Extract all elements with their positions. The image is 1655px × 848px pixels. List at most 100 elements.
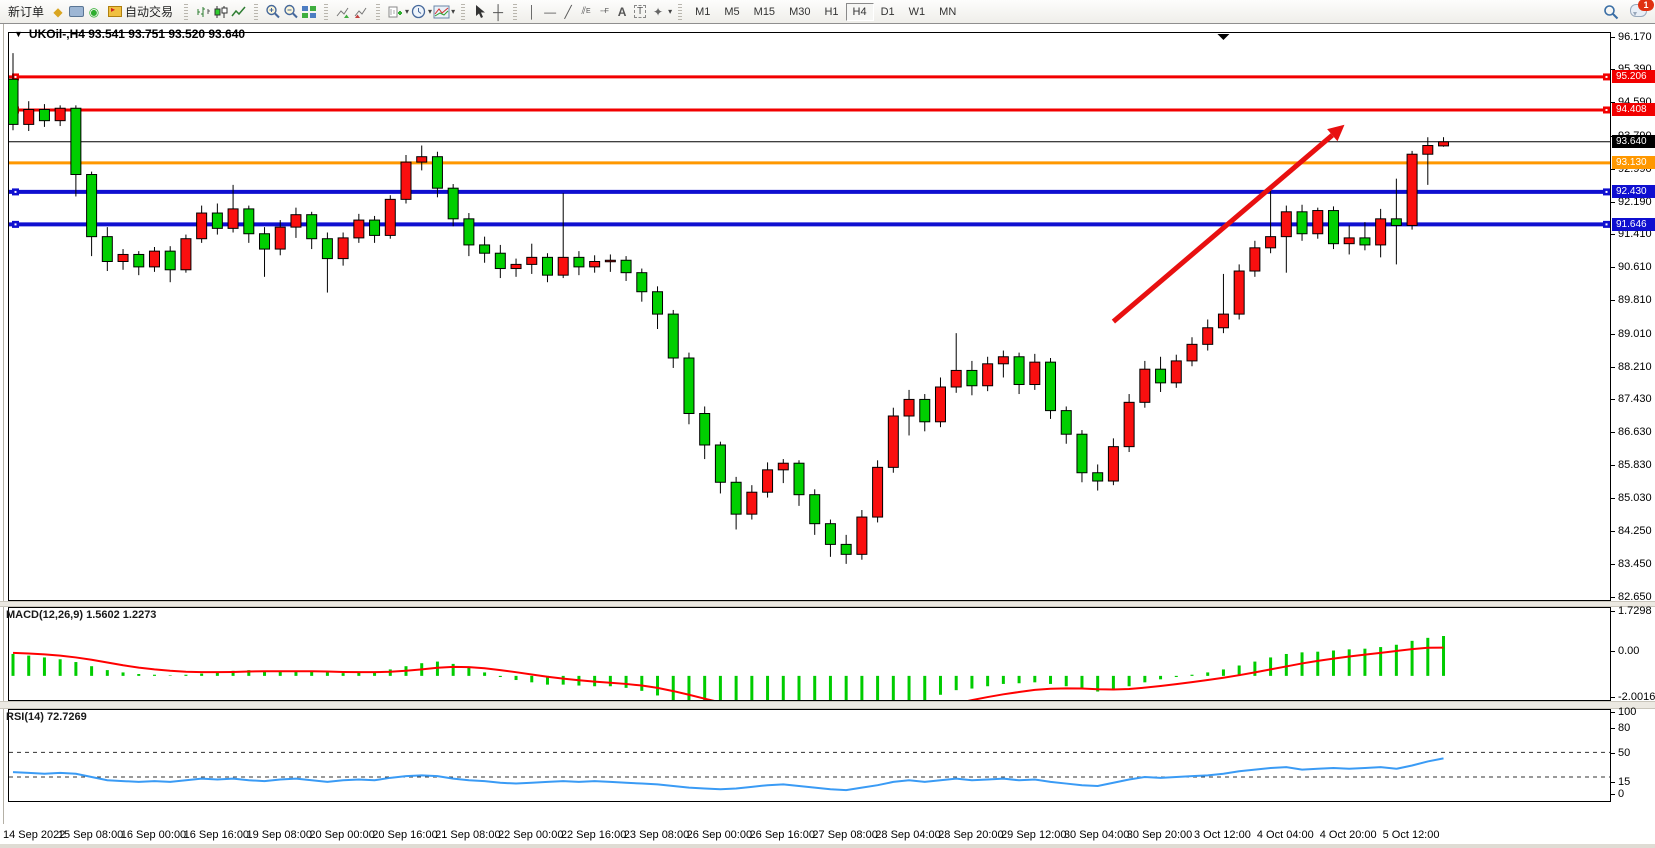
autotrade-button[interactable]: ▸ 自动交易 xyxy=(103,1,178,22)
rsi-tick xyxy=(1611,712,1615,713)
price-tick xyxy=(1611,267,1615,269)
toolbar-grip xyxy=(376,3,381,20)
period-clock-icon[interactable] xyxy=(409,3,427,20)
date-tick-label: 21 Sep 08:00 xyxy=(435,829,501,841)
date-tick-label: 30 Sep 20:00 xyxy=(1126,829,1193,841)
price-tick-label: 83.450 xyxy=(1618,557,1652,570)
price-tick xyxy=(1611,366,1615,368)
panel-separator[interactable] xyxy=(0,601,1655,607)
bull-candle xyxy=(1375,218,1387,246)
price-tick-label: 84.250 xyxy=(1618,524,1652,537)
text-icon[interactable]: A xyxy=(617,4,627,19)
tab-timeframe-mn[interactable]: MN xyxy=(932,3,963,21)
tab-timeframe-m5[interactable]: M5 xyxy=(717,3,746,21)
signal-icon[interactable]: ◉ xyxy=(88,4,100,19)
rsi-label: RSI(14) 72.7269 xyxy=(6,711,87,723)
candlestick-chart-icon[interactable] xyxy=(212,3,230,20)
date-tick-label: 3 Oct 12:00 xyxy=(1193,829,1251,841)
chevron-down-icon[interactable]: ▾ xyxy=(405,7,410,16)
chat-icon[interactable]: 1 xyxy=(1630,0,1654,20)
bull-candle xyxy=(777,462,789,471)
date-tick-label: 4 Oct 04:00 xyxy=(1256,829,1314,841)
bear-candle xyxy=(840,543,852,555)
indicators-icon[interactable] xyxy=(432,3,450,20)
macd-tick-label: 1.7298 xyxy=(1618,605,1652,617)
profile-prev-icon[interactable] xyxy=(352,3,370,20)
price-tag-95.206: 95.206 xyxy=(1612,70,1655,84)
price-tick xyxy=(1611,300,1615,302)
bear-candle xyxy=(824,523,836,545)
vertical-line-icon[interactable]: │ xyxy=(528,4,536,19)
rsi-tick xyxy=(1611,781,1615,783)
line-chart-icon[interactable] xyxy=(230,3,248,20)
new-order-button[interactable]: 新订单 xyxy=(3,1,49,22)
date-tick-label: 22 Sep 16:00 xyxy=(560,829,627,841)
date-tick-label: 15 Sep 08:00 xyxy=(57,829,124,841)
panel-separator[interactable] xyxy=(0,701,1655,709)
bull-candle xyxy=(274,226,286,250)
arrows-icon[interactable]: ✦ xyxy=(653,4,664,19)
bear-candle xyxy=(966,369,978,387)
bear-candle xyxy=(1076,433,1088,474)
bull-candle xyxy=(353,219,365,239)
toolbar-grip xyxy=(254,3,259,20)
macd-histogram xyxy=(11,636,1446,700)
bear-candle xyxy=(86,174,98,238)
trendline-icon[interactable]: ╱ xyxy=(564,4,572,19)
crosshair-icon[interactable]: ┼ xyxy=(493,3,504,20)
bull-candle xyxy=(950,369,962,388)
tab-timeframe-m30[interactable]: M30 xyxy=(782,3,817,21)
chevron-down-icon[interactable]: ▾ xyxy=(668,7,673,16)
trend-arrow-annotation[interactable] xyxy=(1111,124,1345,324)
price-tick-label: 85.830 xyxy=(1618,459,1652,472)
tile-windows-icon[interactable] xyxy=(300,3,318,20)
bull-candle xyxy=(1343,237,1355,245)
cursor-icon[interactable] xyxy=(471,3,489,20)
bull-candle xyxy=(1202,327,1214,345)
tab-timeframe-h4[interactable]: H4 xyxy=(845,2,874,21)
tab-timeframe-m1[interactable]: M1 xyxy=(688,3,717,21)
chevron-down-icon[interactable]: ▾ xyxy=(428,7,433,16)
rsi-tick xyxy=(1611,794,1615,795)
chevron-down-icon[interactable]: ▾ xyxy=(451,7,456,16)
chart-collapse-icon[interactable]: ▼ xyxy=(14,29,23,39)
bar-chart-icon[interactable] xyxy=(194,3,212,20)
chart-shift-marker[interactable] xyxy=(1217,34,1230,40)
macd-canvas[interactable] xyxy=(9,608,1610,700)
toolbar-grip xyxy=(678,3,683,20)
history-icon[interactable]: ◆ xyxy=(53,4,63,19)
bull-candle xyxy=(589,260,601,268)
price-tick-label: 85.030 xyxy=(1618,492,1652,505)
rsi-tick xyxy=(1611,728,1615,730)
horizontal-line-icon[interactable]: — xyxy=(544,4,557,19)
zoom-in-icon[interactable] xyxy=(264,3,282,20)
bull-candle xyxy=(416,156,428,163)
tab-timeframe-d1[interactable]: D1 xyxy=(874,3,902,21)
price-tick-label: 89.810 xyxy=(1618,294,1652,307)
bull-candle xyxy=(180,238,192,271)
bull-candle xyxy=(1170,360,1182,384)
price-chart-canvas[interactable] xyxy=(9,33,1610,600)
tab-timeframe-m15[interactable]: M15 xyxy=(747,3,782,21)
price-tick xyxy=(1611,432,1615,434)
date-tick-label: 27 Sep 08:00 xyxy=(812,829,878,841)
new-chart-icon[interactable] xyxy=(386,3,404,20)
channel-icon[interactable]: ⫽ E xyxy=(581,6,591,17)
bear-candle xyxy=(699,413,711,446)
text-label-icon[interactable]: T xyxy=(631,3,649,20)
print-icon[interactable] xyxy=(67,3,85,20)
price-tick xyxy=(1611,69,1615,71)
macd-tick xyxy=(1611,697,1615,698)
rsi-canvas[interactable] xyxy=(9,710,1610,801)
candles-group xyxy=(9,53,1450,564)
bear-candle xyxy=(211,212,223,229)
zoom-out-icon[interactable] xyxy=(282,3,300,20)
fibonacci-icon[interactable]: ┄ F xyxy=(600,6,609,16)
search-icon[interactable] xyxy=(1602,3,1620,20)
bull-candle xyxy=(196,212,208,240)
profile-next-icon[interactable] xyxy=(334,3,352,20)
tab-timeframe-w1[interactable]: W1 xyxy=(902,3,933,21)
tab-timeframe-h1[interactable]: H1 xyxy=(817,3,845,21)
bull-candle xyxy=(557,256,569,276)
price-tick xyxy=(1611,596,1615,598)
